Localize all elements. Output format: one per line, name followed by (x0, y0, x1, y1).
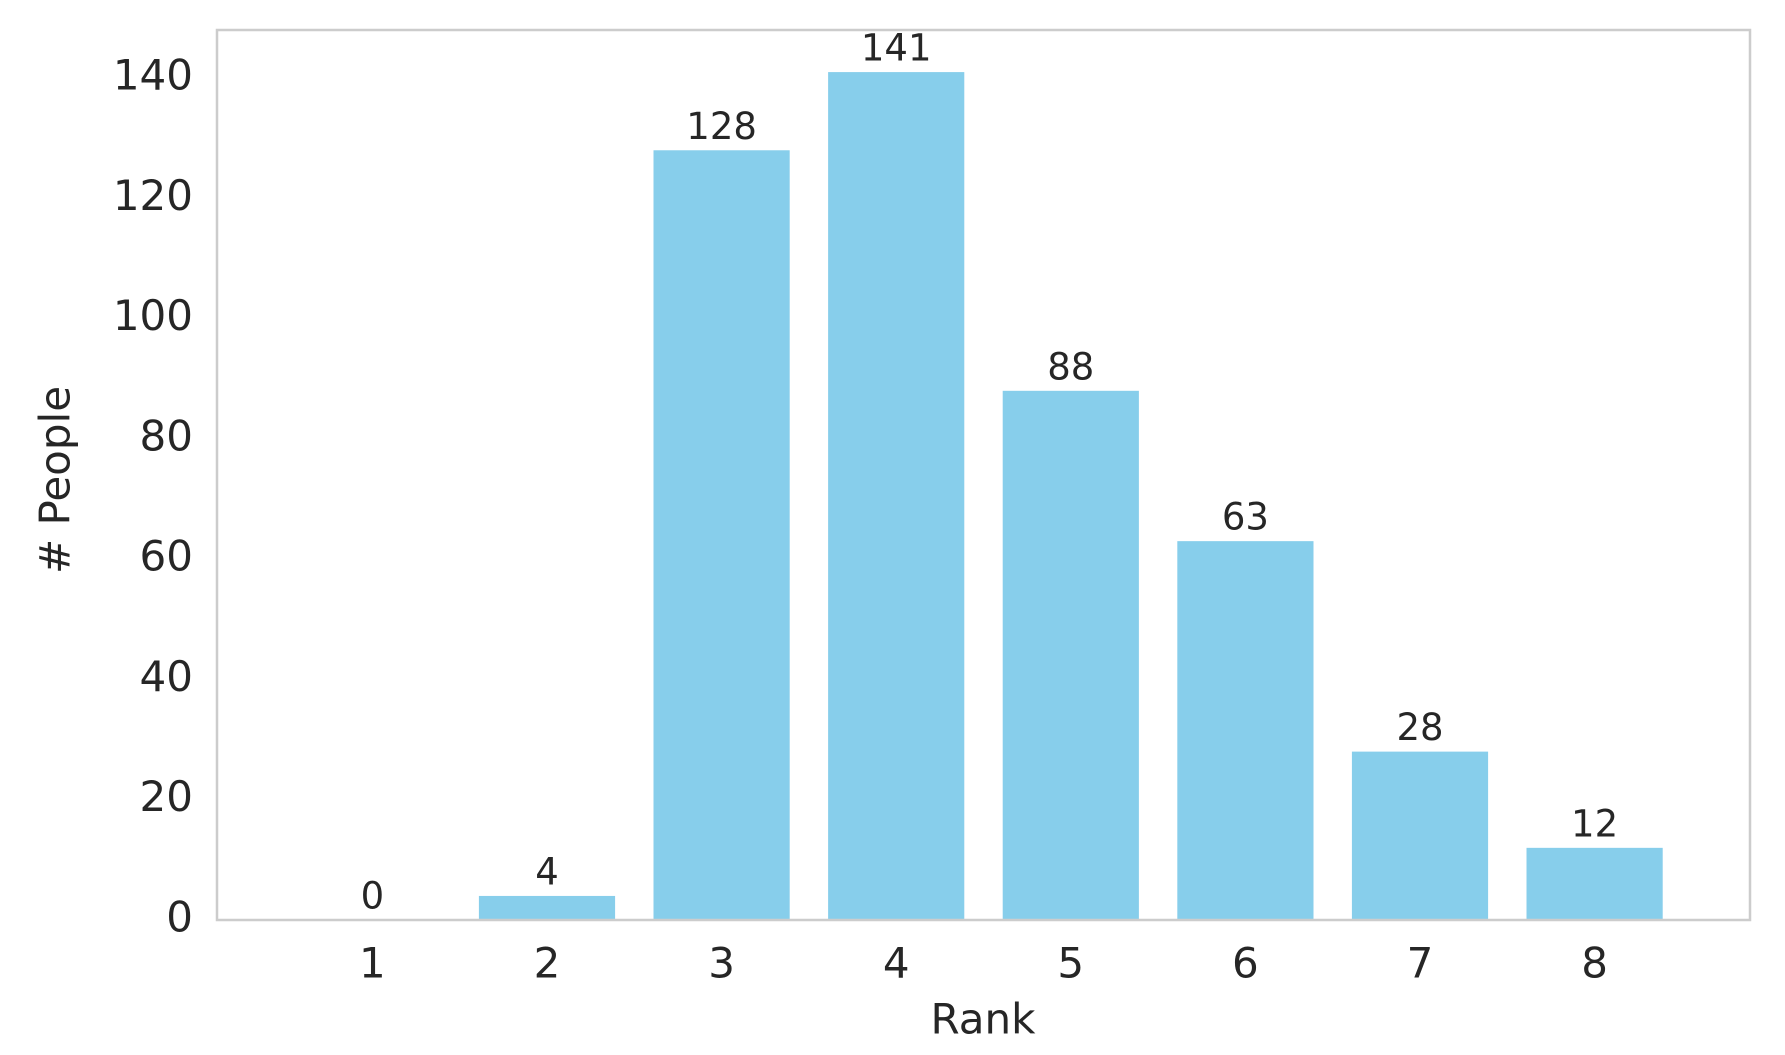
x-tick-label: 6 (1232, 939, 1259, 988)
x-tick-label: 2 (534, 939, 561, 988)
value-label: 128 (686, 105, 757, 148)
y-tick-label: 140 (113, 51, 193, 100)
y-tick-label: 40 (140, 652, 193, 701)
value-label: 28 (1396, 706, 1443, 749)
x-tick-label: 7 (1407, 939, 1434, 988)
x-axis-label: Rank (931, 995, 1037, 1044)
y-tick-label: 20 (140, 772, 193, 821)
value-label: 0 (361, 875, 385, 918)
bar (478, 895, 616, 920)
x-tick-label: 3 (708, 939, 735, 988)
y-tick-label: 120 (113, 171, 193, 220)
y-tick-label: 80 (140, 411, 193, 460)
x-tick-label: 4 (883, 939, 910, 988)
bar (1002, 390, 1139, 921)
bar (828, 72, 965, 920)
bar (1177, 541, 1314, 920)
bar (1526, 847, 1663, 920)
bar (653, 150, 790, 920)
bar (1351, 751, 1489, 920)
x-tick-label: 8 (1581, 939, 1608, 988)
value-label: 63 (1222, 496, 1269, 539)
x-tick-label: 1 (359, 939, 386, 988)
value-label: 4 (535, 850, 559, 893)
x-tick-label: 5 (1057, 939, 1084, 988)
value-label: 12 (1571, 802, 1618, 845)
y-axis-label: # People (31, 386, 80, 574)
value-label: 88 (1047, 345, 1094, 388)
y-tick-label: 100 (113, 291, 193, 340)
value-label: 141 (861, 27, 932, 70)
y-tick-label: 60 (140, 532, 193, 581)
plot-frame (215, 28, 1752, 922)
y-tick-label: 0 (166, 893, 193, 942)
